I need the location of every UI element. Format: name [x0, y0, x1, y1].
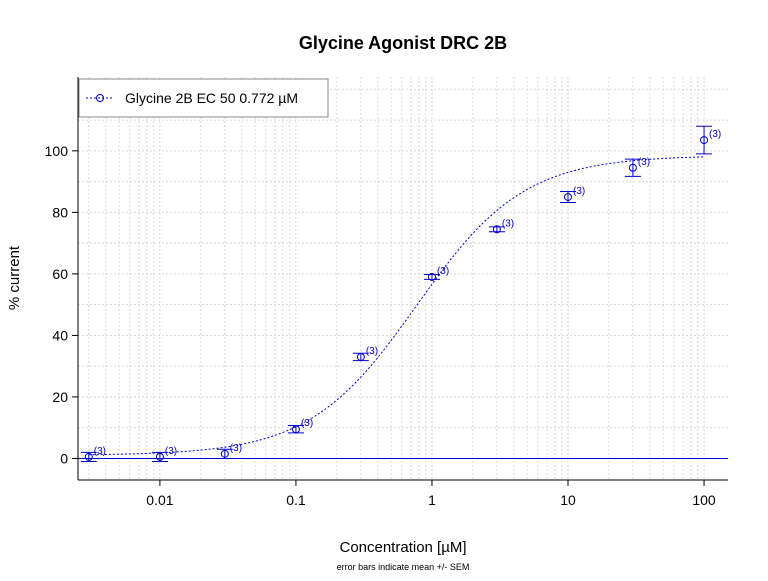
x-tick-label: 100 — [692, 492, 716, 508]
data-point-group: (3) — [696, 125, 721, 155]
x-tick-label: 0.1 — [286, 492, 306, 508]
y-axis-label: % current — [6, 245, 23, 310]
grid-lines — [78, 77, 728, 480]
data-point-n-label: (3) — [165, 446, 177, 457]
data-point-n-label: (3) — [437, 266, 449, 277]
data-point-marker — [564, 192, 573, 201]
y-tick-label: 40 — [52, 327, 68, 343]
data-point-marker — [155, 452, 164, 461]
data-point-group: (3) — [352, 346, 378, 362]
data-point-group: (3) — [80, 446, 106, 463]
data-point-marker — [291, 425, 300, 434]
data-point-n-label: (3) — [638, 157, 650, 168]
legend-box — [78, 78, 329, 118]
data-point-group: (3) — [423, 266, 449, 281]
data-point-n-label: (3) — [366, 346, 378, 357]
data-point-n-label: (3) — [94, 446, 106, 457]
x-tick-label: 1 — [428, 492, 436, 508]
chart-title: Glycine Agonist DRC 2B — [299, 33, 507, 53]
legend: Glycine 2B EC 50 0.772 µM — [78, 78, 329, 118]
axes: 0.01 0.1 1 10 100 0 20 40 60 80 100 — [45, 77, 728, 508]
y-tick-label: 20 — [52, 389, 68, 405]
data-point-group: (3) — [151, 446, 177, 463]
data-point-marker — [427, 272, 436, 281]
x-axis-label: Concentration [µM] — [339, 539, 466, 556]
y-tick-label: 0 — [60, 450, 68, 466]
data-point-group: (3) — [560, 186, 585, 204]
fit-curve-line — [88, 156, 705, 456]
data-point-group: (3) — [287, 418, 313, 434]
data-point-n-label: (3) — [502, 218, 514, 229]
data-point-group: (3) — [624, 157, 650, 177]
y-tick-label: 60 — [52, 266, 68, 282]
data-point-marker — [220, 449, 229, 458]
x-tick-label: 0.01 — [146, 492, 173, 508]
y-tick-label: 80 — [52, 204, 68, 220]
data-point-group: (3) — [216, 443, 242, 459]
data-point-n-label: (3) — [573, 186, 585, 197]
legend-marker-swatch — [96, 94, 104, 102]
data-point-group: (3) — [488, 218, 514, 234]
x-tick-label: 10 — [560, 492, 576, 508]
caption-note: error bars indicate mean +/- SEM — [337, 562, 470, 572]
fit-curve-group — [88, 156, 705, 456]
data-point-marker — [492, 225, 501, 234]
data-point-marker — [628, 163, 637, 172]
data-point-n-label: (3) — [709, 129, 721, 140]
y-tick-label: 100 — [45, 143, 69, 159]
data-point-marker — [356, 352, 365, 361]
data-point-n-label: (3) — [230, 443, 242, 454]
data-point-marker — [84, 452, 93, 461]
data-point-n-label: (3) — [301, 418, 313, 429]
legend-label: Glycine 2B EC 50 0.772 µM — [125, 90, 298, 106]
data-point-marker — [700, 136, 709, 145]
data-points-group: (3) (3) (3) (3) (3) (3) (3) (3) (3) (3) — [80, 125, 721, 463]
